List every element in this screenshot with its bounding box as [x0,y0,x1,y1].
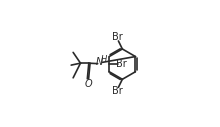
Text: Br: Br [112,86,123,96]
Text: Br: Br [116,59,126,69]
Text: O: O [85,79,93,89]
Text: H: H [101,55,107,64]
Text: N: N [96,57,103,67]
Text: Br: Br [112,32,123,42]
